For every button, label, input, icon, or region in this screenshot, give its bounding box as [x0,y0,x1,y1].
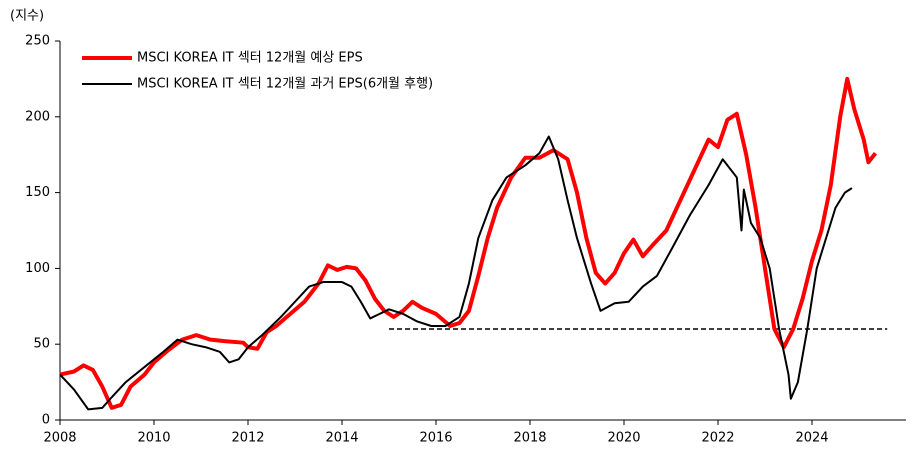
y-tick-label: 200 [25,109,50,124]
y-axis-label: (지수) [10,9,44,24]
legend-label: MSCI KOREA IT 섹터 12개월 과거 EPS(6개월 후행) [137,76,433,92]
y-tick-label: 250 [25,34,50,49]
x-tick-label: 2010 [137,431,170,446]
series-line [59,76,878,410]
legend-label: MSCI KOREA IT 섹터 12개월 예상 EPS [137,51,363,66]
x-tick-label: 2022 [701,431,734,446]
series-line [59,135,853,411]
y-tick-label: 100 [25,261,50,276]
y-tick-label: 50 [33,337,50,352]
x-tick-label: 2012 [231,431,264,446]
x-tick-label: 2016 [419,431,452,446]
x-tick-label: 2020 [607,431,640,446]
y-tick-label: 0 [42,413,50,428]
y-tick-label: 150 [25,185,50,200]
x-tick-label: 2024 [795,431,828,446]
x-tick-label: 2018 [513,431,546,446]
x-tick-label: 2008 [43,431,76,446]
x-tick-label: 2014 [325,431,358,446]
